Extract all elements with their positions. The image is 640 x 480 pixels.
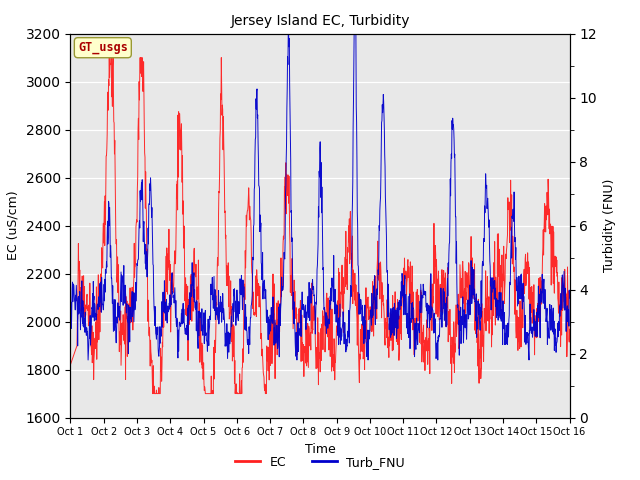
Y-axis label: EC (uS/cm): EC (uS/cm) bbox=[7, 191, 20, 261]
Legend: EC, Turb_FNU: EC, Turb_FNU bbox=[230, 451, 410, 474]
Title: Jersey Island EC, Turbidity: Jersey Island EC, Turbidity bbox=[230, 14, 410, 28]
X-axis label: Time: Time bbox=[305, 443, 335, 456]
Text: GT_usgs: GT_usgs bbox=[78, 41, 128, 54]
Y-axis label: Turbidity (FNU): Turbidity (FNU) bbox=[602, 179, 616, 272]
